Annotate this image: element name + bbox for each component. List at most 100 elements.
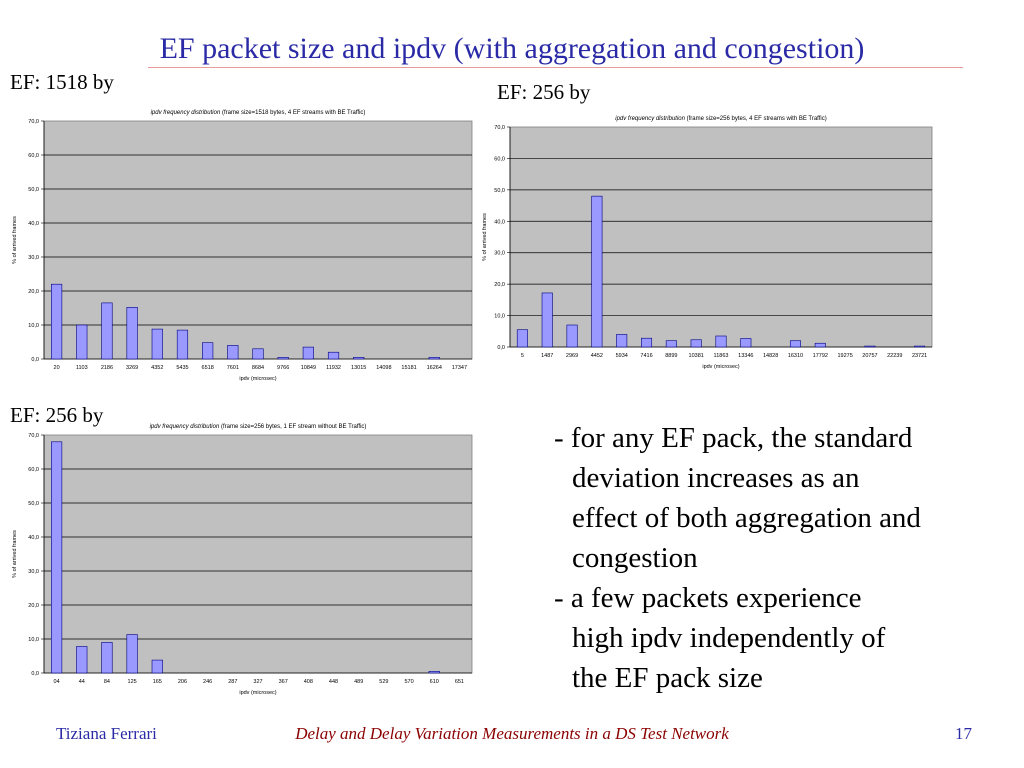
x-tick-label: 5435	[176, 365, 188, 371]
bar	[151, 659, 163, 674]
bullet-2-first: - a few packets experience	[554, 582, 862, 614]
bar	[715, 335, 727, 348]
x-tick-label: 287	[228, 679, 237, 685]
y-tick-label: 0,0	[31, 357, 39, 363]
bar	[516, 329, 528, 348]
x-tick-label: 3269	[126, 365, 138, 371]
x-tick-label: 6518	[202, 365, 214, 371]
x-tick-label: 14098	[376, 365, 391, 371]
chart-title: ipdv frequency distribution (frame size=…	[151, 110, 366, 116]
x-tick-label: 2186	[101, 365, 113, 371]
title-rule	[148, 67, 963, 68]
y-tick-label: 0,0	[31, 671, 39, 677]
footer-author: Tiziana Ferrari	[56, 724, 157, 743]
x-tick-label: 16310	[788, 353, 803, 359]
y-tick-label: 60,0	[494, 156, 505, 162]
y-tick-label: 40,0	[28, 535, 39, 541]
x-tick-label: 17792	[813, 353, 828, 359]
bar	[202, 342, 214, 360]
x-tick-label: 8899	[665, 353, 677, 359]
x-tick-label: 14828	[763, 353, 778, 359]
x-tick-label: 11932	[326, 365, 341, 371]
chart-svg: ipdv frequency distribution (frame size=…	[12, 110, 473, 382]
y-tick-label: 30,0	[28, 569, 39, 575]
x-tick-label: 4352	[151, 365, 163, 371]
bar	[277, 357, 289, 360]
bullet-1-line: effect of both aggregation and	[572, 502, 921, 534]
x-tick-label: 651	[455, 679, 464, 685]
plot-area	[43, 120, 473, 360]
y-tick-label: 10,0	[28, 637, 39, 643]
x-tick-label: 165	[153, 679, 162, 685]
y-tick-label: 50,0	[28, 187, 39, 193]
bar	[327, 351, 340, 360]
x-tick-label: 5934	[616, 353, 628, 359]
notes: - for any EF pack, the standard deviatio…	[554, 418, 1004, 698]
bar	[665, 340, 677, 348]
x-tick-label: 570	[404, 679, 413, 685]
y-tick-label: 40,0	[28, 221, 39, 227]
bar	[51, 283, 63, 360]
x-tick-label: 10381	[689, 353, 704, 359]
bullet-1-first: - for any EF pack, the standard	[554, 422, 913, 454]
x-tick-label: 125	[128, 679, 137, 685]
bar	[126, 307, 138, 360]
bar	[428, 357, 440, 360]
footer-title: Delay and Delay Variation Measurements i…	[295, 724, 729, 743]
x-tick-label: 327	[253, 679, 262, 685]
x-tick-label: 20757	[862, 353, 877, 359]
chart-1518-aggregated: ipdv frequency distribution (frame size=…	[8, 104, 474, 389]
y-tick-label: 0,0	[497, 345, 505, 351]
y-tick-label: 10,0	[28, 323, 39, 329]
y-tick-label: 30,0	[494, 251, 505, 257]
x-tick-label: 13015	[351, 365, 366, 371]
bar	[541, 292, 553, 348]
chart-title: ipdv frequency distribution (frame size=…	[150, 424, 367, 430]
bar	[101, 642, 113, 674]
x-tick-label: 20	[54, 365, 60, 371]
x-tick-label: 448	[329, 679, 338, 685]
bar	[101, 302, 113, 360]
bullet-2-line: the EF pack size	[572, 662, 763, 694]
x-tick-label: 367	[279, 679, 288, 685]
x-tick-label: 17347	[452, 365, 467, 371]
y-tick-label: 70,0	[28, 119, 39, 125]
x-tick-label: 10849	[301, 365, 316, 371]
y-tick-label: 70,0	[28, 433, 39, 439]
bar	[914, 345, 926, 348]
bar	[126, 634, 138, 674]
bar	[252, 348, 264, 360]
chart-256-aggregated: ipdv frequency distribution (frame size=…	[478, 110, 938, 378]
y-tick-label: 20,0	[28, 289, 39, 295]
bullet-1-line: congestion	[572, 542, 698, 574]
x-tick-label: 16264	[427, 365, 442, 371]
x-axis-label: ipdv (microsec)	[239, 690, 276, 696]
x-tick-label: 1487	[541, 353, 553, 359]
bar	[616, 334, 628, 348]
bar	[151, 328, 163, 360]
x-tick-label: 11863	[714, 353, 729, 359]
y-tick-label: 10,0	[494, 314, 505, 320]
bar	[740, 338, 752, 348]
x-tick-label: 246	[203, 679, 212, 685]
chart-svg: ipdv frequency distribution (frame size=…	[482, 116, 933, 370]
y-tick-label: 50,0	[28, 501, 39, 507]
bar	[76, 324, 88, 360]
bar	[176, 329, 189, 360]
plot-area	[509, 126, 933, 348]
x-tick-label: 15181	[401, 365, 416, 371]
chart2-label: EF: 256 by	[497, 80, 591, 104]
x-tick-label: 9766	[277, 365, 289, 371]
bar	[641, 337, 653, 348]
y-tick-label: 20,0	[494, 282, 505, 288]
x-tick-label: 529	[379, 679, 388, 685]
x-tick-label: 1103	[76, 365, 88, 371]
slide-title: EF packet size and ipdv (with aggregatio…	[159, 32, 865, 65]
x-tick-label: 7416	[640, 353, 652, 359]
x-tick-label: 13346	[738, 353, 753, 359]
y-tick-label: 60,0	[28, 153, 39, 159]
x-tick-label: 23721	[912, 353, 927, 359]
x-axis-label: ipdv (microsec)	[702, 364, 739, 370]
bar	[51, 441, 63, 674]
chart3-label: EF: 256 by	[10, 403, 104, 427]
